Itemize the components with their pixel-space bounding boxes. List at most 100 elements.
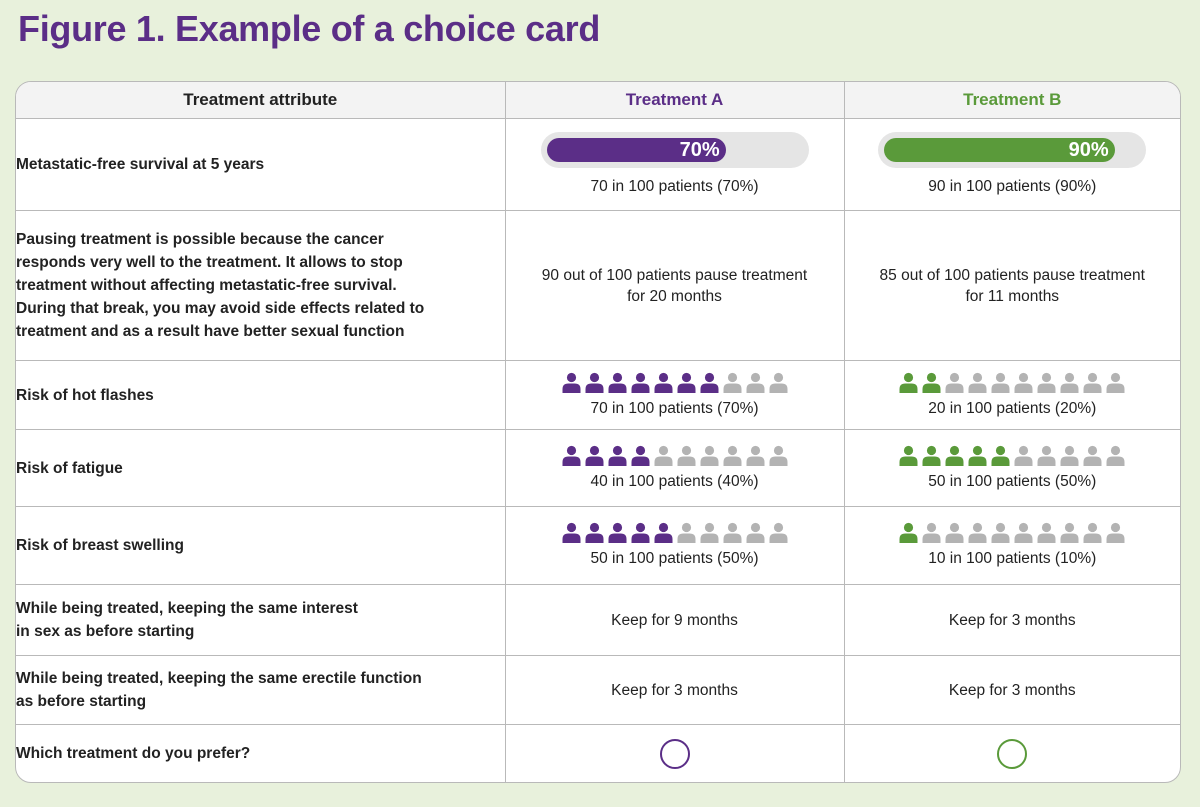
person-icon-affected <box>945 445 964 466</box>
cell-treatment-a: Keep for 9 months <box>505 584 845 656</box>
survival-bar-label-b: 90% <box>1068 139 1109 161</box>
person-icon-affected <box>922 445 941 466</box>
cell-treatment-a: 40 in 100 patients (40%) <box>505 429 845 507</box>
person-icon-affected <box>608 372 626 393</box>
person-icon-unaffected <box>945 522 964 543</box>
attribute-line: in sex as before starting <box>16 623 195 640</box>
person-icon-unaffected <box>1060 445 1079 466</box>
person-icon-affected <box>631 522 649 543</box>
person-icon-affected <box>654 522 672 543</box>
attribute-label: While being treated, keeping the same er… <box>16 655 506 725</box>
row-fatigue: Risk of fatigue 40 in 100 patients (40%)… <box>16 429 1181 507</box>
person-icon-affected <box>968 445 987 466</box>
person-icon-unaffected <box>968 372 987 393</box>
person-icon-unaffected <box>723 372 741 393</box>
person-icon-affected <box>631 445 649 466</box>
person-icon-unaffected <box>1037 445 1056 466</box>
attribute-label: Pausing treatment is possible because th… <box>16 210 506 361</box>
person-icon-affected <box>899 522 918 543</box>
person-icon-unaffected <box>1106 522 1125 543</box>
person-icon-unaffected <box>1106 445 1125 466</box>
attribute-line: treatment without affecting metastatic-f… <box>16 277 397 294</box>
survival-bar-fill-a: 70% <box>546 138 726 162</box>
attribute-line: While being treated, keeping the same er… <box>16 670 422 687</box>
person-icon-unaffected <box>968 522 987 543</box>
survival-bar-label-a: 70% <box>679 139 720 161</box>
icon-array-b <box>845 372 1181 394</box>
value-line: 85 out of 100 patients pause treatment <box>879 266 1145 284</box>
person-icon-unaffected <box>1060 372 1079 393</box>
cell-treatment-b: 10 in 100 patients (10%) <box>844 506 1181 585</box>
person-icon-unaffected <box>700 522 718 543</box>
person-icon-unaffected <box>769 445 787 466</box>
person-icon-unaffected <box>677 522 695 543</box>
person-icon-unaffected <box>1083 522 1102 543</box>
attribute-label: Which treatment do you prefer? <box>16 724 506 782</box>
risk-text-a: 50 in 100 patients (50%) <box>590 550 759 567</box>
cell-treatment-b <box>844 725 1180 783</box>
survival-text-b: 90 in 100 patients (90%) <box>928 178 1097 195</box>
row-erectile-function: While being treated, keeping the same er… <box>16 655 1180 725</box>
risk-text-b: 10 in 100 patients (10%) <box>928 550 1097 567</box>
person-icon-unaffected <box>1060 522 1079 543</box>
header-row: Treatment attribute Treatment A Treatmen… <box>16 82 1180 119</box>
risk-text-a: 70 in 100 patients (70%) <box>590 399 759 417</box>
person-icon-affected <box>991 445 1010 466</box>
attribute-label: Metastatic-free survival at 5 years <box>16 118 506 211</box>
header-treatment-b: Treatment B <box>844 82 1180 119</box>
person-icon-affected <box>585 522 603 543</box>
cell-treatment-b: 50 in 100 patients (50%) <box>844 429 1181 507</box>
row-breast-swelling: Risk of breast swelling 50 in 100 patien… <box>16 506 1181 585</box>
person-icon-unaffected <box>746 445 764 466</box>
prefer-treatment-a-radio[interactable] <box>659 738 690 769</box>
person-icon-unaffected <box>700 445 718 466</box>
person-icon-unaffected <box>723 522 741 543</box>
attribute-line: During that break, you may avoid side ef… <box>16 300 425 317</box>
survival-text-a: 70 in 100 patients (70%) <box>590 178 759 195</box>
person-icon-unaffected <box>1014 445 1033 466</box>
attribute-line: as before starting <box>16 693 147 710</box>
row-interest-in-sex: While being treated, keeping the same in… <box>16 584 1180 656</box>
person-icon-unaffected <box>991 522 1010 543</box>
risk-text-b: 50 in 100 patients (50%) <box>928 472 1097 490</box>
row-pausing-treatment: Pausing treatment is possible because th… <box>16 210 1180 361</box>
person-icon-unaffected <box>1083 372 1102 393</box>
attribute-label: Risk of hot flashes <box>16 360 506 430</box>
figure-title: Figure 1. Example of a choice card <box>18 8 601 49</box>
header-treatment-a: Treatment A <box>505 82 845 119</box>
attribute-label: Risk of fatigue <box>16 429 506 507</box>
person-icon-unaffected <box>1037 522 1056 543</box>
risk-text-b: 20 in 100 patients (20%) <box>928 399 1097 417</box>
choice-card: Treatment attribute Treatment A Treatmen… <box>15 81 1181 783</box>
person-icon-unaffected <box>1083 445 1102 466</box>
icon-array-b <box>845 522 1181 544</box>
cell-treatment-b: Keep for 3 months <box>844 584 1180 656</box>
person-icon-affected <box>899 372 918 393</box>
person-icon-unaffected <box>769 522 787 543</box>
cell-treatment-b: 90% 90 in 100 patients (90%) <box>844 118 1180 211</box>
value-line: for 11 months <box>965 287 1060 305</box>
cell-treatment-b: Keep for 3 months <box>844 655 1180 725</box>
prefer-treatment-b-radio[interactable] <box>997 738 1028 769</box>
attribute-line: Pausing treatment is possible because th… <box>16 231 384 248</box>
header-attribute: Treatment attribute <box>16 82 506 119</box>
row-preference: Which treatment do you prefer? <box>16 724 1180 783</box>
person-icon-affected <box>562 445 580 466</box>
cell-treatment-a: Keep for 3 months <box>505 655 845 725</box>
attribute-label: While being treated, keeping the same in… <box>16 584 506 656</box>
survival-bar-fill-b: 90% <box>884 138 1115 162</box>
row-hot-flashes: Risk of hot flashes 70 in 100 patients (… <box>16 360 1181 430</box>
person-icon-affected <box>585 445 603 466</box>
icon-array-a <box>506 522 844 544</box>
person-icon-affected <box>677 372 695 393</box>
icon-array-b <box>845 445 1181 467</box>
survival-bar-b: 90% <box>878 132 1147 168</box>
person-icon-affected <box>608 522 626 543</box>
cell-treatment-a <box>505 724 845 782</box>
person-icon-unaffected <box>677 445 695 466</box>
value-line: 90 out of 100 patients pause treatment <box>541 266 808 284</box>
person-icon-affected <box>631 372 649 393</box>
person-icon-affected <box>608 445 626 466</box>
row-metastatic-free-survival: Metastatic-free survival at 5 years 70% … <box>16 118 1180 211</box>
person-icon-affected <box>562 372 580 393</box>
